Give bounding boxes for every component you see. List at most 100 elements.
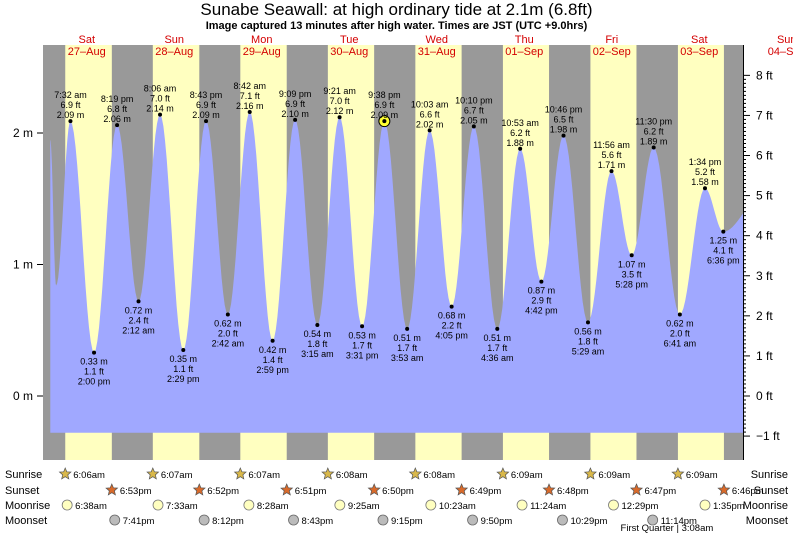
day-labels: Sat27–AugSun28–AugMon29–AugTue30–AugWed3… xyxy=(68,34,793,58)
moonrise-icon xyxy=(425,499,437,511)
moonrise-icon xyxy=(152,499,164,511)
tide-ft-label: 7.0 ft xyxy=(330,96,351,106)
row-label-right: Sunrise xyxy=(751,469,788,481)
right-tick-label: 8 ft xyxy=(756,68,773,82)
tide-time-label: 6:41 am xyxy=(664,338,697,348)
row-label-left: Sunrise xyxy=(5,469,42,481)
right-tick-label: 3 ft xyxy=(756,269,773,283)
tide-m-label: 0.72 m xyxy=(125,305,153,315)
tide-time-label: 10:46 pm xyxy=(545,105,583,115)
tide-m-label: 2.02 m xyxy=(416,119,444,129)
moonset-time: 8:43pm xyxy=(302,516,334,527)
tide-ft-label: 7.1 ft xyxy=(240,91,261,101)
moonset-time: 8:12pm xyxy=(212,516,244,527)
tide-ft-label: 2.0 ft xyxy=(218,328,239,338)
tide-time-label: 10:53 am xyxy=(501,118,539,128)
moonrise-time: 6:38am xyxy=(75,501,107,512)
tide-ft-label: 1.7 ft xyxy=(487,343,508,353)
moonset-icon xyxy=(377,514,389,526)
right-tick-label: 6 ft xyxy=(756,149,773,163)
tide-time-label: 1:34 pm xyxy=(689,157,722,167)
sunset-icon xyxy=(717,483,731,496)
tide-m-label: 0.56 m xyxy=(574,326,602,336)
tide-point xyxy=(651,145,656,150)
tide-m-label: 0.35 m xyxy=(170,354,198,364)
sunset-time: 6:48pm xyxy=(557,486,589,497)
tide-time-label: 7:32 am xyxy=(54,90,87,100)
tide-ft-label: 3.5 ft xyxy=(622,269,643,279)
tide-point xyxy=(539,279,544,284)
tide-time-label: 4:05 pm xyxy=(435,331,468,341)
sunrise-icon xyxy=(408,467,422,480)
tide-point xyxy=(609,169,614,174)
tide-point xyxy=(115,123,120,128)
day-name: Wed xyxy=(426,34,448,46)
sunset-icon xyxy=(629,483,644,496)
moonrise-time: 8:28am xyxy=(257,501,289,512)
tide-water-area xyxy=(50,112,745,433)
tide-m-label: 0.62 m xyxy=(666,318,694,328)
moonset-time: 9:15pm xyxy=(391,516,423,527)
tide-ft-label: 5.6 ft xyxy=(601,150,622,160)
moonset-time: 7:41pm xyxy=(123,516,155,527)
moonrise-time: 12:29pm xyxy=(622,501,659,512)
tide-ft-label: 6.9 ft xyxy=(374,100,395,110)
moonset-icon xyxy=(198,514,210,526)
tide-ft-label: 5.2 ft xyxy=(695,167,716,177)
day-date: 31–Aug xyxy=(418,46,456,58)
tide-point xyxy=(337,115,342,120)
tide-point xyxy=(270,338,275,343)
day-date: 01–Sep xyxy=(505,46,543,58)
day-name: Sun xyxy=(164,34,184,46)
tide-m-label: 0.87 m xyxy=(528,286,556,296)
row-label-right: Moonrise xyxy=(743,500,788,512)
tide-point xyxy=(405,326,410,331)
tide-curve xyxy=(50,112,745,433)
tide-m-label: 0.51 m xyxy=(484,333,512,343)
moonset-icon xyxy=(647,514,659,526)
tide-point xyxy=(158,112,163,117)
tide-m-label: 1.71 m xyxy=(598,160,626,170)
tide-time-label: 8:19 pm xyxy=(101,94,134,104)
tide-m-label: 2.10 m xyxy=(281,109,309,119)
moonrise-time: 1:35pm xyxy=(713,501,745,512)
day-date: 30–Aug xyxy=(330,46,368,58)
sunrise-time: 6:06am xyxy=(73,470,105,481)
tide-ft-label: 1.8 ft xyxy=(578,336,599,346)
moonrise-time: 11:24am xyxy=(530,501,566,512)
moonrise-icon xyxy=(516,499,528,511)
tide-ft-label: 4.1 ft xyxy=(713,246,734,256)
moonset-icon xyxy=(557,514,568,526)
sunrise-time: 6:08am xyxy=(336,470,368,481)
day-date: 27–Aug xyxy=(68,46,106,58)
sunrise-icon xyxy=(146,467,160,480)
tide-m-label: 2.09 m xyxy=(371,110,399,120)
tide-m-label: 1.98 m xyxy=(550,125,578,135)
moonrise-icon xyxy=(699,499,711,511)
sunrise-time: 6:09am xyxy=(598,470,630,481)
tide-m-label: 0.54 m xyxy=(304,329,332,339)
tide-ft-label: 2.0 ft xyxy=(670,328,691,338)
moonrise-icon xyxy=(243,499,255,511)
right-tick-label: 7 ft xyxy=(756,108,773,122)
day-name: Sat xyxy=(691,34,708,46)
tide-point xyxy=(204,119,209,124)
sunset-time: 6:53pm xyxy=(120,486,152,497)
y-axes: 2 m 1 m 0 m 8 ft 7 ft 6 ft 5 ft 4 ft 3 ft 2 ft 1 f… xyxy=(13,45,780,460)
day-name: Sat xyxy=(78,34,95,46)
tide-ft-label: 6.2 ft xyxy=(644,126,665,136)
tide-time-label: 10:03 am xyxy=(411,99,449,109)
moonset-time: 9:50pm xyxy=(481,516,513,527)
day-name: Thu xyxy=(515,34,534,46)
tide-point xyxy=(629,253,634,258)
sunset-time: 6:51pm xyxy=(295,486,327,497)
tide-ft-label: 6.9 ft xyxy=(196,100,217,110)
sunrise-time: 6:07am xyxy=(248,470,280,481)
moonset-time: 10:29pm xyxy=(570,516,607,527)
sunrise-icon xyxy=(233,467,247,480)
day-date: 03–Sep xyxy=(680,46,718,58)
tide-ft-label: 1.8 ft xyxy=(307,339,328,349)
tide-time-label: 11:56 am xyxy=(593,140,630,150)
tide-time-label: 2:00 pm xyxy=(78,377,111,387)
day-date: 29–Aug xyxy=(243,46,281,58)
